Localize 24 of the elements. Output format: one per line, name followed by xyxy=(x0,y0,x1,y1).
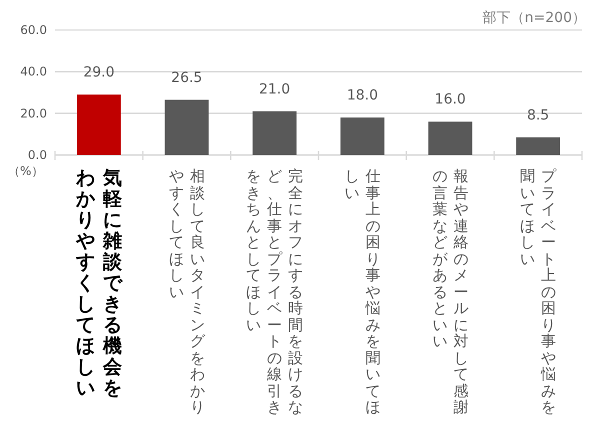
bar xyxy=(164,100,209,155)
bar xyxy=(516,137,560,155)
data-label: 16.0 xyxy=(434,92,466,108)
data-label: 29.0 xyxy=(83,64,115,81)
bar xyxy=(428,122,472,155)
data-label: 8.5 xyxy=(526,107,550,124)
bar xyxy=(252,111,297,155)
category-label: 報告や連絡のメールに対して感謝の言葉などがあるといい xyxy=(432,167,468,416)
bar xyxy=(76,94,121,155)
category-label: 気軽に雑談できる機会をわかりやすくしてほしい xyxy=(76,167,122,399)
y-tick-label: 0.0 xyxy=(28,148,47,162)
data-label: 21.0 xyxy=(258,81,290,98)
y-axis-title: （%） xyxy=(8,164,44,178)
category-label: 完全にオフにする時間を設けるなど、仕事とプライベートの線引きをきちんとしてほしい xyxy=(246,167,304,416)
category-label: 仕事上の困り事や悩みを聞いてほしい xyxy=(344,167,380,416)
y-tick-label: 60.0 xyxy=(20,23,47,37)
category-label: 相談して良いタイミングをわかりやすくしてほしい xyxy=(168,167,205,416)
category-label: プライベート上の困り事や悩みを聞いてほしい xyxy=(520,167,556,416)
bar xyxy=(340,118,384,155)
data-label: 26.5 xyxy=(171,70,202,86)
data-label: 18.0 xyxy=(346,88,378,104)
text: 部下（n=200） xyxy=(482,10,586,26)
y-tick-label: 20.0 xyxy=(20,106,47,120)
y-tick-label: 40.0 xyxy=(20,64,47,79)
